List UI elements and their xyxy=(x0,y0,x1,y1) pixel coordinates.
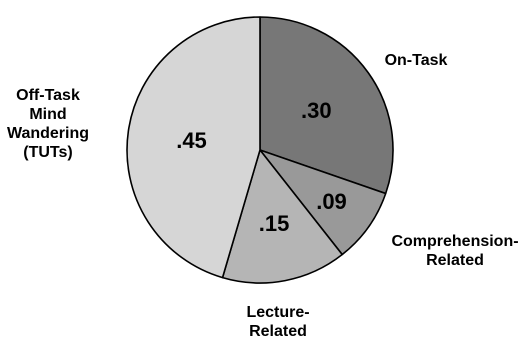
slice-value-label: .09 xyxy=(316,189,347,214)
category-label-line: Related xyxy=(426,252,484,269)
slice-category-label: Lecture- Related xyxy=(246,304,309,340)
pie-category-labels: On-Task Comprehension- Related Lecture- Rela… xyxy=(7,52,519,340)
pie-slices xyxy=(126,16,394,284)
category-label-line: Wandering xyxy=(7,125,89,142)
pie-slice xyxy=(221,149,344,284)
category-label-line: (TUTs) xyxy=(23,144,72,161)
category-label-line: Related xyxy=(249,323,307,340)
slice-value-label: .15 xyxy=(259,211,290,236)
pie-value-labels: .30 .09 .15 .45 xyxy=(176,98,347,236)
slice-category-label: Comprehension- Related xyxy=(391,233,518,269)
category-label-line: Mind xyxy=(29,106,66,123)
category-label-line: Lecture- xyxy=(246,304,309,321)
slice-category-label: Off-Task Mind Wandering (TUTs) xyxy=(7,87,89,161)
slice-value-label: .30 xyxy=(301,98,332,123)
category-label-line: On-Task xyxy=(385,52,448,69)
pie-slice xyxy=(126,16,261,279)
slice-value-label: .45 xyxy=(176,128,207,153)
category-label-line: Off-Task xyxy=(16,87,80,104)
category-label-line: Comprehension- xyxy=(391,233,518,250)
slice-category-label: On-Task xyxy=(385,52,448,69)
pie-slice xyxy=(259,16,394,195)
